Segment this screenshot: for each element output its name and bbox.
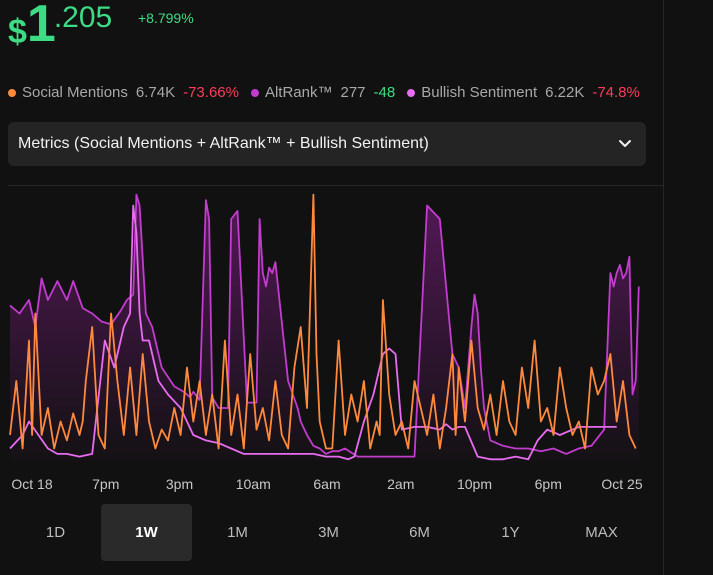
price-currency: $ [8, 13, 27, 51]
altrank-dot-icon [250, 88, 259, 97]
x-tick-label: 2am [387, 476, 415, 492]
x-tick-label: 7pm [92, 476, 120, 492]
metrics-selector[interactable]: Metrics (Social Mentions + AltRank™ + Bu… [8, 122, 646, 166]
legend-label: Social Mentions [22, 84, 128, 101]
legend-value: 6.74K [135, 84, 176, 101]
metrics-chart [9, 193, 640, 462]
series-area-0 [10, 194, 639, 462]
legend-value: 277 [340, 84, 366, 101]
legend-change: -74.8% [592, 84, 640, 101]
chevron-down-icon [619, 140, 631, 147]
range-button-6m[interactable]: 6M [409, 524, 430, 541]
x-tick-label: 3pm [165, 476, 194, 492]
legend-social-mentions: Social Mentions 6.74K -73.66% [8, 84, 239, 101]
x-axis-labels: Oct 18 7pm 3pm 10am 6am 2am 10pm 6pm Oct 25 [0, 476, 663, 496]
range-button-1m[interactable]: 1M [227, 524, 248, 541]
range-button-1w[interactable]: 1W [101, 504, 192, 561]
range-button-3m[interactable]: 3M [318, 524, 339, 541]
section-divider [8, 185, 664, 186]
legend-label: Bullish Sentiment [421, 84, 538, 101]
x-tick-label: Oct 18 [11, 476, 53, 492]
range-button-1y[interactable]: 1Y [501, 524, 520, 541]
series-line-2 [9, 193, 637, 450]
range-button-max[interactable]: MAX [585, 524, 618, 541]
range-button-1d[interactable]: 1D [45, 524, 66, 541]
legend-bullish-sentiment: Bullish Sentiment 6.22K -74.8% [407, 84, 640, 101]
bullish-sentiment-dot-icon [407, 88, 416, 97]
legend-change: -73.66% [183, 84, 239, 101]
right-divider [663, 0, 664, 575]
metrics-legend: Social Mentions 6.74K -73.66% AltRank™ 2… [8, 84, 652, 101]
legend-change: -48 [373, 84, 396, 101]
price-display: $1.205 [8, 0, 113, 53]
legend-value: 6.22K [545, 84, 585, 101]
x-tick-label: 10am [235, 476, 271, 492]
x-tick-label: Oct 25 [601, 476, 643, 492]
time-range-selector: 1D 1W 1M 3M 6M 1Y MAX [10, 504, 647, 561]
x-tick-label: 6am [313, 476, 341, 492]
series-line-1 [9, 204, 617, 461]
price-decimal: .205 [53, 1, 113, 34]
price-whole: 1 [26, 0, 56, 53]
social-mentions-dot-icon [8, 88, 16, 97]
price-change: +8.799% [138, 10, 194, 26]
series-line-0 [9, 193, 640, 458]
x-tick-label: 6pm [534, 476, 562, 492]
legend-label: AltRank™ [264, 84, 333, 101]
x-tick-label: 10pm [456, 476, 493, 492]
legend-altrank: AltRank™ 277 -48 [250, 84, 396, 101]
metrics-selector-label: Metrics (Social Mentions + AltRank™ + Bu… [18, 135, 429, 152]
